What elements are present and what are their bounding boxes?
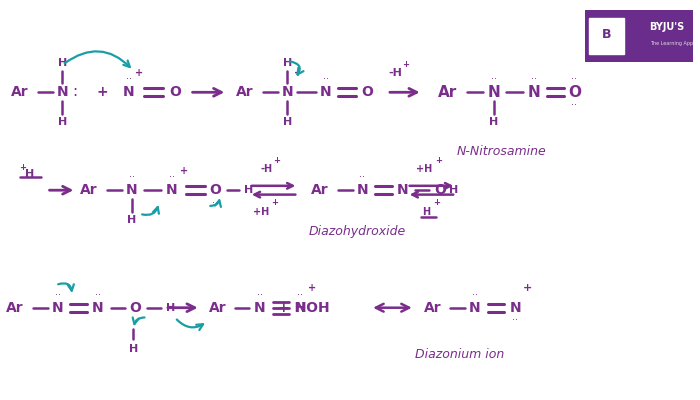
Text: O: O: [169, 85, 181, 99]
Text: N: N: [487, 85, 500, 100]
Text: +: +: [433, 198, 440, 208]
Text: Ar: Ar: [209, 301, 226, 315]
Text: O: O: [209, 183, 221, 197]
Text: + HOH: + HOH: [279, 301, 330, 315]
Text: ··: ··: [169, 172, 175, 182]
Text: +: +: [522, 283, 532, 293]
Text: ··: ··: [359, 172, 365, 182]
Text: ··: ··: [125, 74, 132, 84]
Text: +: +: [308, 283, 316, 293]
Text: N: N: [92, 301, 104, 315]
Text: Ar: Ar: [6, 301, 24, 315]
Text: ··: ··: [531, 74, 537, 84]
Text: ··: ··: [257, 290, 262, 300]
Text: +: +: [435, 156, 442, 165]
Text: The Learning App: The Learning App: [650, 41, 693, 46]
Text: N: N: [57, 85, 69, 99]
Text: N: N: [469, 301, 481, 315]
Text: Ar: Ar: [311, 183, 329, 197]
Text: ··: ··: [323, 74, 329, 84]
Text: H: H: [489, 117, 498, 127]
Text: N: N: [122, 85, 134, 99]
Text: ··: ··: [55, 290, 60, 300]
Text: +: +: [273, 156, 280, 165]
Text: H: H: [283, 58, 292, 68]
Text: N: N: [528, 85, 540, 100]
Text: O: O: [130, 301, 141, 315]
Text: H: H: [244, 185, 253, 195]
Text: BYJU'S: BYJU'S: [650, 22, 685, 32]
Text: +H: +H: [253, 207, 269, 217]
Text: O: O: [361, 85, 373, 99]
Text: N: N: [126, 183, 137, 197]
Text: ··: ··: [472, 290, 478, 300]
Text: Ar: Ar: [438, 85, 457, 100]
Text: N: N: [281, 85, 293, 99]
Text: H: H: [25, 168, 34, 178]
Text: H: H: [127, 214, 136, 224]
Text: Ar: Ar: [424, 301, 441, 315]
Text: H: H: [58, 117, 67, 127]
Text: N: N: [52, 301, 63, 315]
Text: -H: -H: [260, 164, 273, 174]
Text: +: +: [294, 68, 302, 78]
Text: N: N: [356, 183, 368, 197]
Text: +: +: [271, 198, 278, 208]
Text: Ar: Ar: [11, 85, 29, 99]
Text: +: +: [402, 60, 409, 69]
Text: ··: ··: [571, 100, 577, 110]
Bar: [589, 18, 624, 54]
Text: N: N: [510, 301, 521, 315]
Text: H: H: [283, 117, 292, 127]
Text: -H: -H: [388, 68, 402, 78]
Text: N: N: [254, 301, 265, 315]
Text: ··: ··: [129, 172, 134, 182]
Text: Ar: Ar: [80, 183, 98, 197]
Text: H: H: [129, 344, 138, 354]
Text: :: :: [73, 84, 78, 99]
Text: O: O: [435, 183, 446, 197]
Text: ··: ··: [491, 74, 496, 84]
Text: +: +: [180, 166, 188, 176]
Text: N: N: [320, 85, 332, 99]
Text: N-Nitrosamine: N-Nitrosamine: [456, 144, 547, 158]
Text: Diazonium ion: Diazonium ion: [415, 348, 505, 361]
Text: ··: ··: [512, 316, 518, 326]
Text: N: N: [397, 183, 409, 197]
Text: O: O: [568, 85, 581, 100]
Text: B: B: [601, 28, 611, 42]
Text: ··: ··: [95, 290, 101, 300]
Text: +: +: [96, 85, 108, 99]
Text: H: H: [422, 207, 430, 217]
Text: N: N: [166, 183, 178, 197]
Text: H: H: [449, 185, 458, 195]
Text: N: N: [295, 301, 306, 315]
Text: +: +: [135, 68, 143, 78]
Text: +H: +H: [416, 164, 433, 174]
Text: ··: ··: [298, 290, 303, 300]
Text: +: +: [20, 163, 27, 172]
Text: ··: ··: [571, 74, 577, 84]
Text: Ar: Ar: [236, 85, 254, 99]
Text: ··: ··: [212, 198, 218, 208]
Text: H: H: [167, 303, 176, 313]
Text: Diazohydroxide: Diazohydroxide: [309, 225, 406, 238]
Text: H: H: [58, 58, 67, 68]
